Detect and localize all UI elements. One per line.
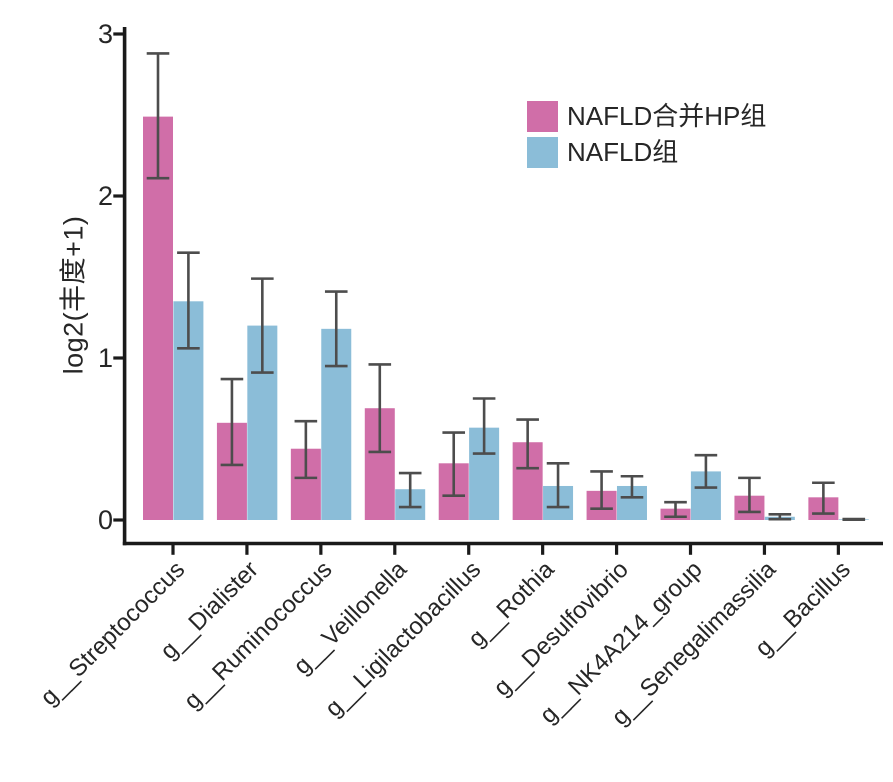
- legend-swatch-nafld-hp: [527, 101, 558, 132]
- y-tick-label: 2: [97, 181, 113, 211]
- bar-pink: [143, 116, 173, 521]
- legend-label-nafld: NAFLD组: [567, 137, 679, 167]
- y-tick-label: 3: [97, 19, 113, 49]
- legend-label-nafld-hp: NAFLD合并HP组: [567, 101, 767, 131]
- legend-swatch-nafld: [527, 137, 558, 168]
- y-tick-label: 1: [97, 343, 113, 373]
- y-tick-label: 0: [97, 505, 113, 535]
- legend-item-nafld: NAFLD组: [527, 137, 766, 168]
- legend-item-nafld-hp: NAFLD合并HP组: [527, 101, 766, 132]
- legend: NAFLD合并HP组 NAFLD组: [527, 101, 766, 168]
